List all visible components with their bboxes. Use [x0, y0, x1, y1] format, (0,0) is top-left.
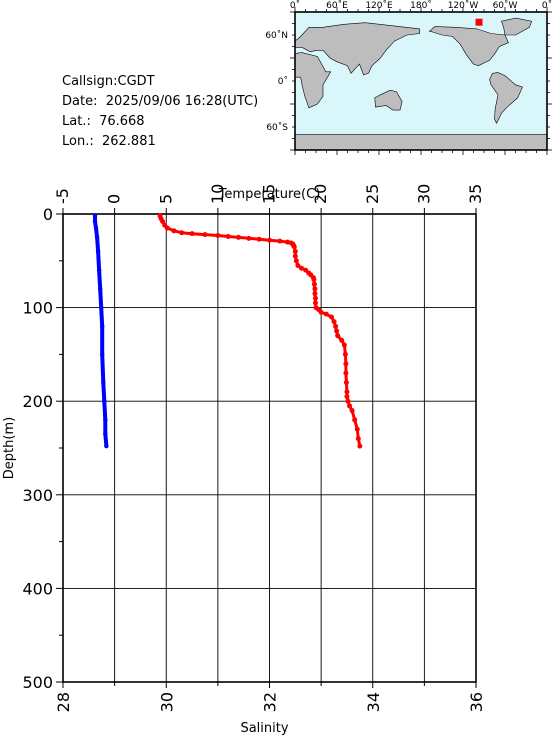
salinity-tick-label: 32 — [261, 692, 280, 712]
temperature-data-point — [103, 417, 108, 423]
salinity-data-point — [292, 248, 298, 254]
temperature-tick-label: 0 — [105, 194, 124, 204]
salinity-data-point — [267, 237, 272, 243]
temperature-data-point — [93, 225, 99, 231]
plot-frame — [62, 213, 477, 683]
salinity-data-point — [349, 408, 355, 414]
temperature-tick-label: 30 — [414, 184, 433, 204]
salinity-profile-line — [158, 215, 362, 447]
salinity-data-point — [333, 323, 339, 329]
salinity-data-point — [293, 258, 299, 264]
salinity-data-point — [331, 319, 337, 325]
salinity-data-point — [299, 265, 305, 271]
depth-tick-label: 100 — [22, 299, 53, 318]
temperature-data-point — [100, 324, 105, 329]
salinity-data-point — [354, 426, 360, 432]
salinity-data-point — [357, 443, 363, 449]
salinity-data-point — [215, 233, 221, 239]
temperature-tick-label: 20 — [311, 184, 330, 204]
salinity-data-point — [202, 232, 208, 238]
salinity-data-point — [352, 417, 358, 423]
temperature-tick-label: 35 — [466, 184, 485, 204]
salinity-tick-label: 34 — [364, 692, 383, 712]
salinity-data-point — [323, 311, 329, 317]
salinity-data-point — [295, 262, 301, 268]
depth-tick-label: 400 — [22, 579, 53, 598]
salinity-tick-label: 28 — [54, 692, 73, 712]
salinity-data-point — [342, 351, 348, 357]
callsign-text: Callsign:CGDT — [62, 74, 155, 89]
temperature-data-point — [99, 305, 104, 310]
depth-tick-label: 300 — [22, 486, 53, 505]
temperature-data-point — [95, 249, 101, 254]
salinity-data-point — [334, 328, 340, 334]
temperature-axis-title: Temperature(C) — [218, 187, 321, 202]
salinity-data-point — [343, 361, 349, 367]
temperature-data-point — [97, 286, 103, 292]
temperature-data-point — [100, 352, 105, 357]
salinity-data-point — [347, 403, 353, 409]
salinity-data-point — [339, 337, 345, 343]
salinity-data-point — [171, 228, 177, 234]
temperature-tick-label: 15 — [260, 184, 279, 204]
salinity-tick-label: 36 — [467, 692, 486, 712]
salinity-data-point — [335, 333, 341, 339]
temperature-data-point — [103, 431, 108, 437]
salinity-data-point — [256, 236, 262, 242]
salinity-data-point — [225, 233, 231, 239]
temperature-data-point — [94, 235, 100, 240]
salinity-data-point — [292, 253, 298, 259]
depth-tick-label: 200 — [22, 392, 53, 411]
chart-grid — [62, 213, 477, 683]
temperature-profile-series — [92, 213, 109, 449]
salinity-data-point — [312, 300, 318, 306]
salinity-data-point — [236, 234, 242, 240]
depth-tick-label: 500 — [22, 673, 53, 692]
salinity-data-point — [164, 225, 170, 231]
salinity-data-point — [344, 394, 350, 400]
salinity-data-point — [345, 398, 351, 404]
temperature-tick-label: 25 — [363, 184, 382, 204]
salinity-data-point — [189, 231, 195, 237]
salinity-data-point — [312, 295, 318, 301]
temperature-tick-label: 5 — [156, 194, 175, 204]
salinity-data-point — [312, 291, 318, 297]
salinity-axis-title: Salinity — [240, 721, 288, 736]
salinity-data-point — [341, 342, 347, 348]
salinity-data-point — [318, 309, 324, 315]
salinity-data-point — [344, 389, 350, 395]
depth-axis-title: Depth(m) — [2, 417, 17, 479]
temperature-data-point — [101, 380, 106, 385]
temperature-data-point — [102, 399, 107, 404]
temperature-data-point — [92, 219, 98, 224]
depth-tick-label: 0 — [43, 205, 53, 224]
salinity-data-point — [246, 235, 252, 241]
salinity-data-point — [277, 238, 283, 244]
salinity-data-point — [343, 370, 349, 376]
salinity-data-point — [343, 379, 349, 385]
temperature-tick-label: 10 — [208, 184, 227, 204]
salinity-data-point — [311, 281, 317, 287]
salinity-data-point — [179, 230, 185, 236]
salinity-data-point — [311, 277, 317, 283]
salinity-profile-series — [157, 213, 363, 449]
temperature-data-point — [96, 267, 102, 273]
temperature-tick-label: -5 — [53, 188, 72, 204]
date-text: Date: 2025/09/06 16:28(UTC) — [62, 94, 259, 109]
profile-info: Callsign:CGDT Date: 2025/09/06 16:28(UTC… — [62, 72, 258, 152]
salinity-data-point — [355, 436, 361, 442]
salinity-tick-label: 30 — [157, 692, 176, 712]
salinity-data-point — [312, 286, 318, 292]
temperature-data-point — [104, 443, 109, 449]
latitude-text: Lat.: 76.668 — [62, 114, 145, 129]
salinity-data-point — [291, 244, 297, 250]
longitude-text: Lon.: 262.881 — [62, 134, 156, 149]
salinity-data-point — [160, 218, 166, 224]
temperature-data-point — [92, 213, 98, 219]
salinity-data-point — [328, 314, 334, 320]
